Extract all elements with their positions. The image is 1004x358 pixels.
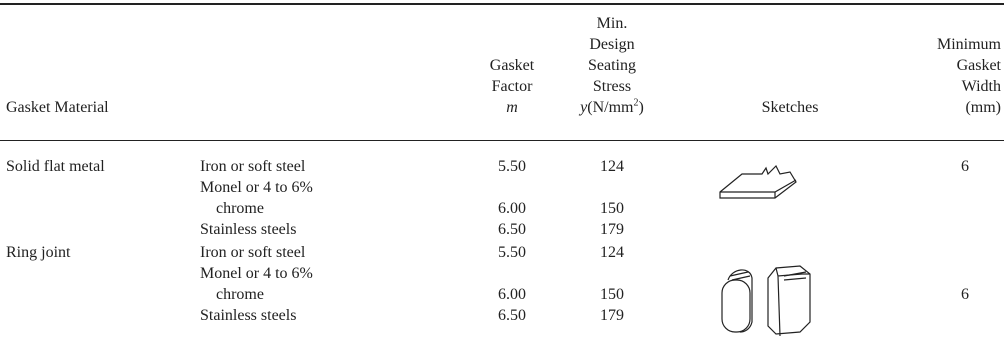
gasket-factor: 6.00 [498,200,526,217]
gasket-type: Monel or 4 to 6% [200,265,313,282]
unit: ) [638,99,644,116]
seating-stress: 124 [600,244,624,261]
seating-stress: 124 [600,158,624,175]
header-text: (mm) [965,99,1001,116]
superscript: 2 [633,97,639,109]
header-text: Factor [491,78,533,95]
gasket-type: chrome [216,200,264,217]
header-text: Gasket [956,57,1001,74]
gasket-type: Stainless steels [200,221,297,238]
header-text: Sketches [761,99,819,116]
header-text: Width [961,78,1001,95]
seating-stress: 150 [600,286,624,303]
gasket-type: Iron or soft steel [200,158,306,175]
sketches [719,164,811,337]
material: Ring joint [6,244,71,261]
header-text: m [506,99,518,116]
top-rule [0,3,1004,5]
header-text: Stress [592,78,632,95]
gasket-factor: 5.50 [498,158,526,175]
min-width: 6 [961,286,969,303]
header-rule [0,140,1004,141]
gasket-type: Stainless steels [200,307,297,324]
gasket-factor: 6.50 [498,307,526,324]
header-text: Min. [596,15,628,32]
gasket-type: Iron or soft steel [200,244,306,261]
gasket-factor: 5.50 [498,244,526,261]
header-text: Design [589,36,635,53]
gasket-type: chrome [216,286,264,303]
unit: (N/mm [587,99,634,116]
header-text: Seating [588,57,636,74]
header-text: Gasket [489,57,535,74]
symbol: y [580,99,588,116]
gasket-factor: 6.00 [498,286,526,303]
header-text: Gasket Material [6,99,109,116]
min-width: 6 [961,158,969,175]
seating-stress: 150 [600,200,624,217]
seating-stress: 179 [600,221,624,238]
header-text: y(N/mm2) [580,98,644,118]
gasket-type: Monel or 4 to 6% [200,179,313,196]
header-text: Minimum [936,36,1001,53]
seating-stress: 179 [600,307,624,324]
material: Solid flat metal [6,158,105,175]
gasket-factor: 6.50 [498,221,526,238]
